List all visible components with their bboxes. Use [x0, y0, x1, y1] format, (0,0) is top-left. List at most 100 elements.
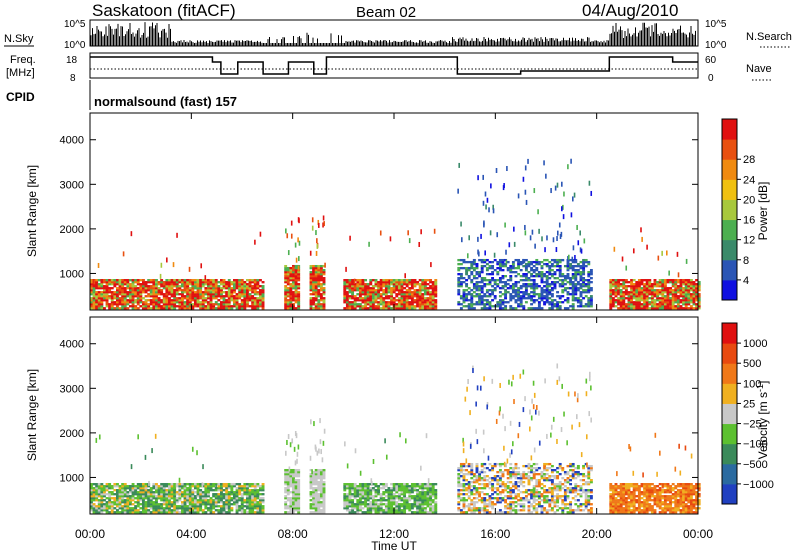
data-cell — [116, 303, 119, 306]
data-cell — [147, 299, 151, 302]
data-cell — [207, 295, 210, 298]
data-cell — [246, 511, 249, 514]
data-cell — [619, 303, 623, 306]
data-cell — [110, 279, 114, 282]
data-cell — [225, 493, 229, 496]
data-cell — [619, 301, 623, 304]
data-cell — [588, 180, 591, 186]
data-cell — [152, 305, 156, 308]
data-cell — [95, 283, 99, 286]
data-cell — [103, 285, 106, 288]
data-cell — [392, 289, 396, 292]
data-cell — [379, 503, 383, 506]
data-cell — [624, 303, 628, 306]
data-cell — [261, 483, 265, 486]
data-cell — [358, 497, 362, 500]
data-cell — [201, 499, 205, 502]
data-cell — [514, 299, 518, 302]
data-cell — [217, 281, 221, 284]
data-cell — [405, 483, 409, 486]
data-cell — [309, 307, 313, 310]
data-cell — [679, 295, 683, 298]
data-cell — [609, 299, 613, 302]
data-cell — [410, 287, 414, 290]
data-cell — [418, 285, 422, 288]
data-cell — [207, 507, 210, 510]
data-cell — [491, 277, 495, 280]
data-cell — [230, 305, 234, 308]
data-cell — [160, 285, 164, 288]
data-cell — [426, 289, 430, 292]
data-cell — [405, 293, 409, 296]
data-cell — [358, 483, 362, 486]
data-cell — [312, 503, 316, 506]
data-cell — [297, 293, 301, 296]
data-cell — [201, 511, 205, 514]
data-cell — [534, 243, 536, 249]
data-cell — [571, 287, 575, 290]
data-cell — [191, 281, 195, 284]
data-cell — [118, 287, 122, 290]
data-cell — [553, 303, 557, 306]
data-cell — [431, 285, 435, 288]
data-cell — [230, 295, 234, 298]
data-cell — [695, 299, 699, 302]
data-cell — [194, 293, 197, 296]
data-cell — [418, 509, 422, 512]
data-cell — [358, 307, 362, 310]
data-cell — [550, 275, 554, 278]
data-cell — [550, 262, 554, 266]
data-cell — [348, 501, 352, 504]
data-cell — [157, 489, 161, 492]
data-cell — [312, 287, 316, 290]
data-cell — [637, 299, 641, 302]
data-cell — [576, 305, 580, 308]
data-cell — [105, 485, 109, 488]
data-cell — [637, 285, 641, 288]
data-cell — [139, 295, 143, 298]
data-cell — [196, 487, 200, 490]
data-cell — [113, 485, 117, 488]
data-cell — [230, 497, 234, 500]
data-cell — [433, 228, 436, 234]
data-cell — [157, 491, 161, 494]
data-cell — [397, 289, 401, 292]
data-cell — [292, 295, 295, 298]
data-cell — [408, 291, 412, 294]
data-cell — [545, 275, 549, 278]
data-cell — [309, 499, 313, 502]
data-cell — [103, 287, 106, 290]
data-cell — [403, 307, 407, 310]
data-cell — [650, 305, 654, 308]
data-cell — [410, 497, 414, 500]
data-cell — [136, 287, 140, 290]
data-cell — [149, 501, 153, 504]
data-cell — [240, 507, 244, 510]
data-cell — [139, 305, 143, 308]
data-cell — [105, 289, 109, 292]
data-cell — [256, 293, 260, 296]
data-cell — [196, 289, 200, 292]
data-cell — [423, 297, 427, 300]
data-cell — [155, 483, 158, 486]
data-cell — [421, 293, 425, 296]
data-cell — [110, 503, 114, 506]
data-cell — [292, 479, 295, 482]
data-cell — [475, 301, 479, 304]
data-cell — [312, 264, 316, 268]
data-cell — [238, 493, 242, 496]
data-cell — [695, 287, 699, 290]
data-cell — [123, 301, 127, 304]
data-cell — [505, 259, 508, 265]
data-cell — [204, 281, 208, 284]
y-tick-label: 3000 — [60, 179, 84, 191]
data-cell — [421, 497, 425, 500]
data-cell — [472, 307, 476, 310]
data-cell — [413, 281, 417, 284]
data-cell — [186, 287, 190, 290]
data-cell — [201, 491, 205, 494]
data-cell — [113, 493, 117, 496]
data-cell — [152, 293, 156, 296]
data-cell — [194, 483, 197, 486]
data-cell — [319, 266, 323, 270]
